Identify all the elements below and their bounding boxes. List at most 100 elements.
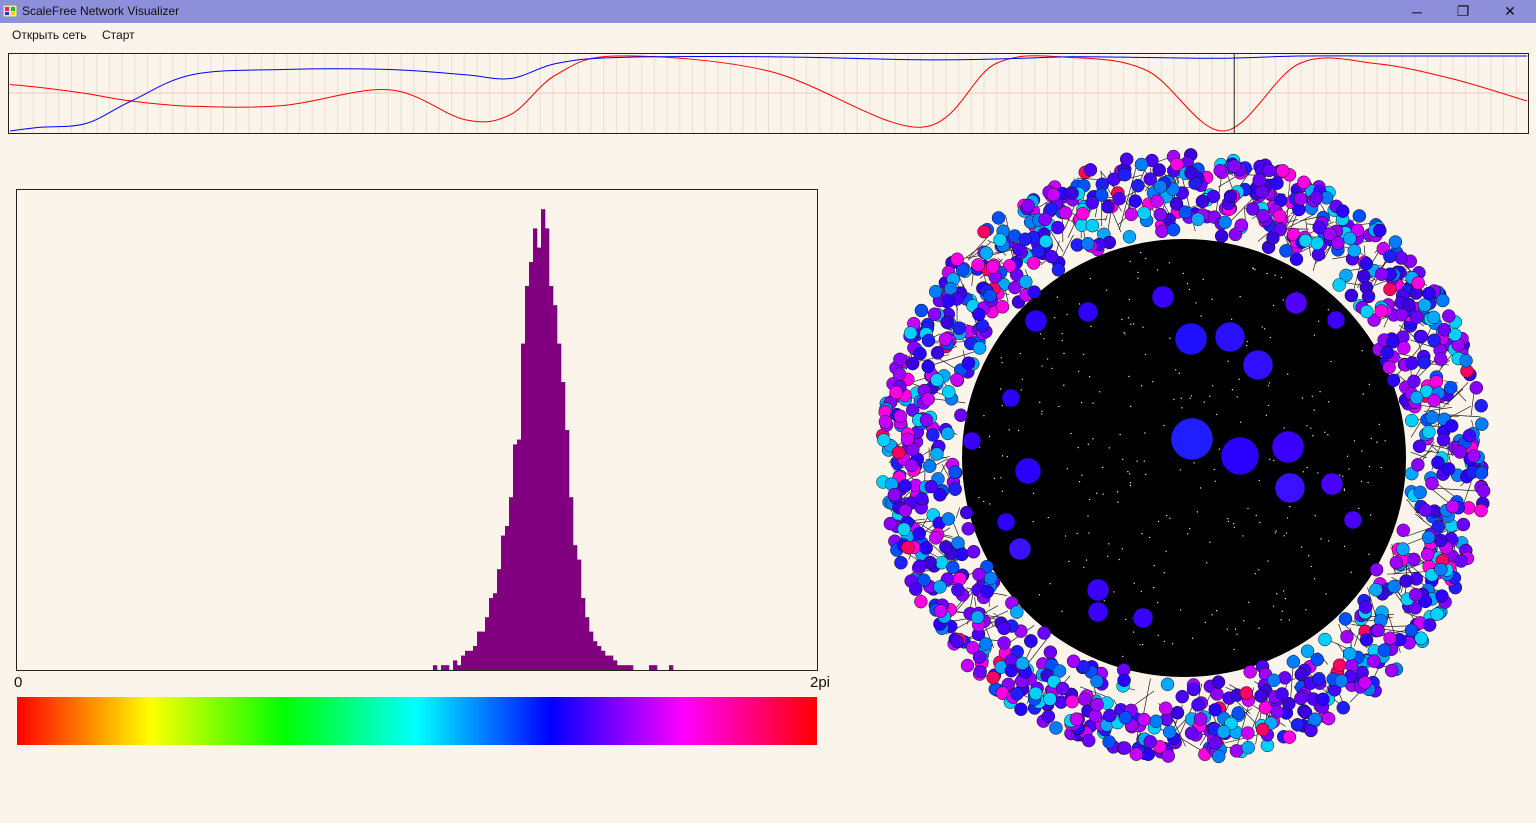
network-node[interactable]	[1058, 205, 1073, 220]
network-node[interactable]	[919, 413, 934, 427]
network-hub-node[interactable]	[1086, 578, 1110, 602]
network-node[interactable]	[997, 636, 1011, 650]
network-node[interactable]	[1359, 256, 1374, 271]
network-node[interactable]	[1417, 298, 1432, 312]
network-node[interactable]	[970, 610, 985, 624]
network-node[interactable]	[1383, 282, 1397, 297]
network-node[interactable]	[905, 403, 920, 417]
network-node[interactable]	[1414, 329, 1429, 344]
network-node[interactable]	[1051, 263, 1066, 277]
network-node[interactable]	[1357, 269, 1371, 283]
network-node[interactable]	[1394, 251, 1409, 265]
network-hub-node[interactable]	[1151, 285, 1175, 309]
network-hub-node[interactable]	[1008, 537, 1032, 561]
network-node[interactable]	[922, 459, 937, 473]
network-node[interactable]	[1243, 665, 1257, 679]
network-node[interactable]	[1442, 309, 1456, 323]
network-hub-node[interactable]	[1220, 436, 1260, 476]
network-hub-node[interactable]	[1001, 388, 1021, 408]
network-node[interactable]	[891, 445, 906, 460]
network-node[interactable]	[1276, 164, 1290, 178]
network-node[interactable]	[983, 288, 997, 303]
menu-start[interactable]: Старт	[102, 28, 135, 42]
network-node[interactable]	[972, 567, 986, 582]
network-node[interactable]	[914, 594, 928, 609]
network-node[interactable]	[950, 372, 964, 387]
network-node[interactable]	[1149, 714, 1163, 729]
network-node[interactable]	[1241, 740, 1255, 755]
network-node[interactable]	[1267, 673, 1281, 688]
network-node[interactable]	[1445, 499, 1460, 514]
network-node[interactable]	[898, 479, 912, 493]
network-node[interactable]	[961, 356, 976, 370]
network-node[interactable]	[1170, 705, 1185, 720]
network-node[interactable]	[986, 670, 1000, 685]
network-node[interactable]	[1037, 626, 1051, 640]
network-node[interactable]	[1332, 658, 1347, 672]
network-node[interactable]	[1396, 542, 1410, 556]
network-node[interactable]	[1266, 231, 1280, 245]
network-node[interactable]	[1435, 589, 1449, 603]
network-node[interactable]	[901, 540, 915, 555]
network-node[interactable]	[975, 319, 990, 333]
network-node[interactable]	[1134, 157, 1149, 172]
network-node[interactable]	[1069, 712, 1084, 726]
network-hub-node[interactable]	[1132, 607, 1154, 629]
network-node[interactable]	[1437, 322, 1452, 337]
network-hub-node[interactable]	[1214, 321, 1246, 353]
network-node[interactable]	[1279, 244, 1293, 258]
network-node[interactable]	[1361, 289, 1376, 304]
network-node[interactable]	[1343, 646, 1357, 661]
network-node[interactable]	[1459, 353, 1473, 368]
network-node[interactable]	[1389, 555, 1404, 570]
network-node[interactable]	[1297, 175, 1311, 190]
network-node[interactable]	[955, 263, 970, 277]
network-node[interactable]	[1065, 186, 1079, 201]
network-node[interactable]	[1143, 735, 1158, 749]
network-node[interactable]	[1112, 191, 1126, 206]
network-node[interactable]	[966, 545, 981, 559]
network-node[interactable]	[921, 359, 935, 374]
network-node[interactable]	[1310, 236, 1324, 250]
network-node[interactable]	[929, 531, 943, 545]
network-node[interactable]	[1474, 466, 1489, 480]
network-node[interactable]	[1359, 633, 1374, 647]
network-hub-node[interactable]	[1077, 301, 1099, 323]
network-node[interactable]	[960, 658, 975, 673]
network-node[interactable]	[928, 284, 943, 299]
network-node[interactable]	[941, 512, 956, 526]
network-node[interactable]	[1270, 705, 1284, 719]
network-node[interactable]	[1162, 725, 1177, 739]
network-node[interactable]	[1409, 310, 1424, 324]
network-node[interactable]	[1055, 681, 1070, 696]
network-node[interactable]	[1411, 276, 1425, 290]
network-node[interactable]	[1462, 428, 1477, 443]
network-node[interactable]	[1386, 335, 1400, 349]
network-node[interactable]	[1077, 692, 1092, 707]
network-node[interactable]	[1422, 286, 1436, 301]
network-node[interactable]	[1339, 268, 1353, 283]
network-node[interactable]	[1383, 631, 1397, 645]
network-node[interactable]	[1227, 159, 1241, 173]
network-node[interactable]	[1407, 374, 1421, 389]
close-button[interactable]: ✕	[1504, 3, 1516, 19]
network-node[interactable]	[1027, 285, 1042, 299]
network-node[interactable]	[1155, 224, 1169, 239]
network-node[interactable]	[1239, 686, 1254, 700]
network-node[interactable]	[948, 465, 962, 479]
network-node[interactable]	[930, 447, 944, 461]
network-node[interactable]	[1282, 696, 1296, 711]
network-node[interactable]	[1008, 280, 1022, 295]
network-node[interactable]	[1254, 689, 1268, 703]
network-node[interactable]	[1275, 687, 1289, 701]
network-node[interactable]	[1191, 212, 1205, 226]
network-node[interactable]	[1153, 207, 1168, 222]
network-node[interactable]	[1270, 176, 1284, 191]
network-node[interactable]	[1374, 267, 1389, 281]
network-node[interactable]	[961, 522, 976, 536]
network-node[interactable]	[1026, 256, 1041, 270]
network-node[interactable]	[927, 307, 942, 321]
network-node[interactable]	[977, 224, 991, 239]
network-node[interactable]	[1216, 725, 1231, 739]
network-hub-node[interactable]	[996, 512, 1016, 532]
